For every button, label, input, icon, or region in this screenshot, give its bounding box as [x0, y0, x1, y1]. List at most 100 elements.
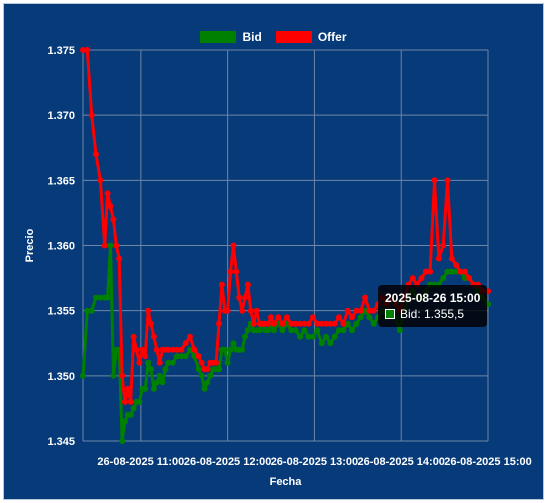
data-point-offer: [218, 281, 225, 288]
data-point-offer: [145, 307, 152, 314]
y-tick-label: 1.355: [47, 306, 75, 318]
data-point-bid: [187, 346, 193, 353]
data-point-bid: [201, 385, 208, 392]
data-point-bid: [142, 385, 149, 392]
data-point-offer: [440, 242, 447, 249]
legend-swatch-bid: [200, 31, 237, 43]
data-point-offer: [292, 320, 299, 327]
data-point-offer: [323, 320, 329, 327]
data-point-offer: [448, 255, 455, 262]
data-point-offer: [239, 307, 246, 314]
data-point-bid: [221, 346, 228, 353]
data-point-bid: [110, 372, 117, 379]
data-point-offer: [357, 307, 364, 314]
data-point-offer: [327, 320, 334, 327]
data-point-bid: [150, 385, 157, 392]
data-point-bid: [148, 366, 154, 373]
x-tick-label: 26-08-2025 11:00: [97, 456, 184, 468]
data-point-bid: [366, 314, 373, 321]
data-point-bid: [239, 346, 246, 353]
data-point-bid: [440, 275, 447, 282]
data-point-offer: [283, 314, 290, 321]
data-point-offer: [431, 177, 438, 184]
data-point-offer: [116, 255, 123, 262]
data-point-offer: [275, 314, 282, 321]
data-point-offer: [461, 268, 468, 275]
data-point-offer: [344, 307, 351, 314]
data-point-offer: [153, 346, 160, 353]
legend-swatch-offer: [275, 31, 312, 43]
data-point-offer: [107, 203, 114, 210]
data-point-offer: [427, 268, 434, 275]
data-point-bid: [191, 353, 198, 360]
data-point-offer: [242, 294, 248, 301]
legend-label-bid: Bid: [242, 30, 262, 44]
x-tick-label: 26-08-2025 12:00: [184, 456, 271, 468]
data-point-bid: [331, 333, 338, 340]
data-point-offer: [236, 294, 243, 301]
data-point-offer: [93, 151, 99, 158]
tooltip-title: 2025-08-26 15:00: [385, 291, 481, 305]
data-point-bid: [244, 327, 251, 334]
data-point-offer: [80, 47, 86, 53]
price-chart: 1.345 1.350 1.355 1.360 1.365 1.370 1.375 26-08…: [24, 45, 532, 488]
legend-item-offer[interactable]: Offer: [275, 30, 347, 44]
data-point-offer: [156, 359, 163, 366]
data-point-offer: [279, 320, 286, 327]
data-point-bid: [136, 398, 143, 405]
data-point-offer: [165, 346, 172, 353]
data-point-offer: [244, 281, 251, 288]
data-point-bid: [256, 327, 263, 334]
data-point-bid: [121, 418, 128, 425]
data-point-offer: [265, 320, 272, 327]
tooltip-label: Bid: 1.355,5: [400, 307, 465, 321]
data-point-offer: [230, 242, 237, 249]
data-point-bid: [159, 379, 166, 386]
data-point-offer: [195, 353, 202, 360]
data-point-bid: [461, 275, 468, 282]
data-point-bid: [310, 333, 316, 340]
data-point-bid: [169, 359, 176, 366]
data-point-bid: [93, 294, 99, 301]
y-axis-title: Precio: [24, 228, 36, 262]
y-tick-label: 1.370: [47, 110, 75, 122]
data-point-offer: [466, 275, 473, 282]
data-point-bid: [362, 307, 369, 314]
data-point-offer: [127, 398, 134, 405]
data-point-offer: [169, 346, 176, 353]
y-tick-label: 1.345: [47, 436, 75, 448]
data-point-bid: [357, 314, 364, 321]
data-point-offer: [213, 359, 220, 366]
data-point-bid: [204, 379, 211, 386]
data-point-bid: [88, 307, 95, 314]
data-point-offer: [133, 346, 140, 353]
legend-item-bid[interactable]: Bid: [200, 30, 262, 44]
data-point-offer: [136, 359, 143, 366]
data-point-offer: [331, 320, 338, 327]
data-point-bid: [224, 359, 231, 366]
data-point-bid: [198, 372, 205, 379]
data-point-offer: [349, 314, 355, 321]
data-point-offer: [142, 353, 149, 360]
data-point-bid: [270, 327, 277, 334]
data-point-bid: [182, 353, 189, 360]
data-point-offer: [178, 346, 185, 353]
data-point-offer: [409, 275, 416, 282]
data-point-offer: [139, 346, 146, 353]
data-point-bid: [370, 320, 377, 327]
tooltip-swatch: [385, 309, 395, 319]
data-point-offer: [353, 307, 360, 314]
y-tick-label: 1.365: [47, 175, 75, 187]
data-point-offer: [119, 372, 126, 379]
data-point-bid: [174, 353, 180, 360]
data-point-bid: [453, 268, 460, 275]
data-point-bid: [153, 379, 160, 386]
data-point-offer: [174, 346, 180, 353]
data-point-offer: [457, 268, 464, 275]
data-point-offer: [88, 112, 95, 119]
data-point-offer: [310, 314, 316, 321]
data-point-bid: [84, 307, 91, 314]
data-point-offer: [366, 307, 373, 314]
x-axis-title: Fecha: [270, 476, 303, 488]
data-point-bid: [444, 268, 451, 275]
